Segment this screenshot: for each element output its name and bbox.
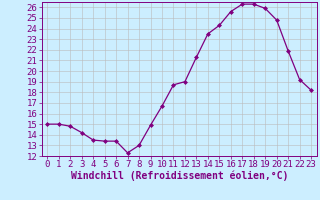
- X-axis label: Windchill (Refroidissement éolien,°C): Windchill (Refroidissement éolien,°C): [70, 171, 288, 181]
